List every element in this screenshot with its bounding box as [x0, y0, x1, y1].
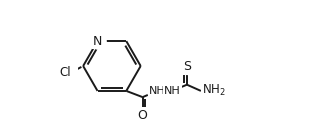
Text: NH: NH [164, 86, 181, 96]
Text: NH: NH [149, 86, 166, 96]
Text: N: N [93, 35, 102, 48]
Text: O: O [138, 109, 148, 122]
Text: NH$_2$: NH$_2$ [202, 83, 225, 98]
Text: Cl: Cl [59, 66, 71, 79]
Text: S: S [183, 60, 191, 73]
